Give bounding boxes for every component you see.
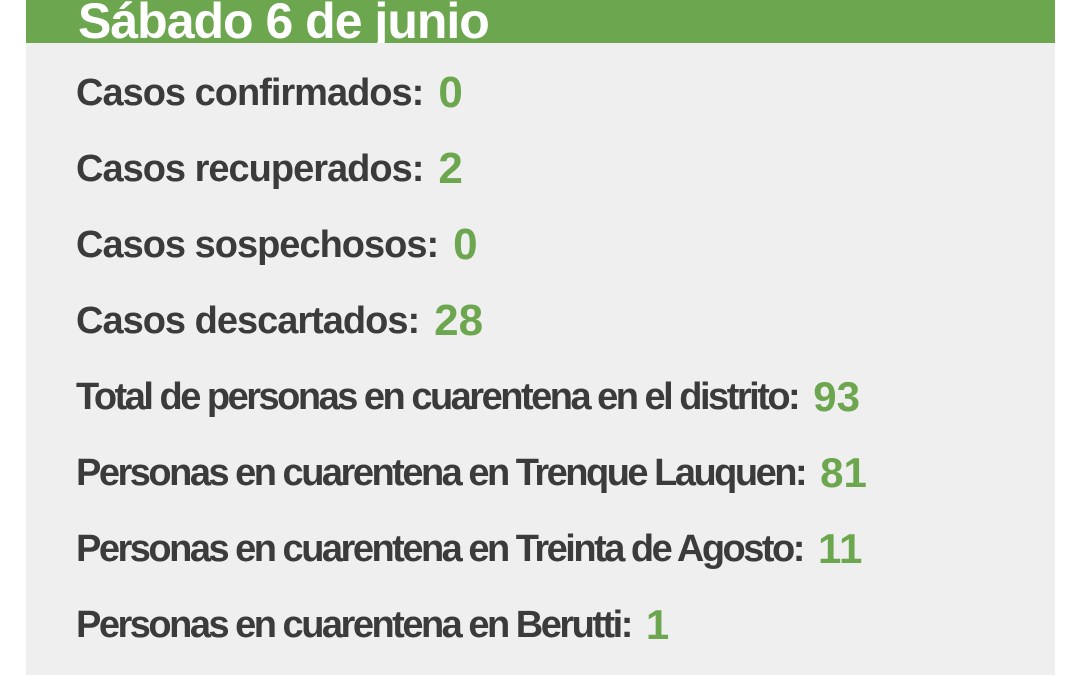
stat-row-cuarentena-berutti: Personas en cuarentena en Berutti: 1 bbox=[76, 587, 1055, 663]
stat-label: Casos recuperados: bbox=[76, 147, 424, 190]
stat-value: 11 bbox=[817, 525, 863, 572]
stat-label: Total de personas en cuarentena en el di… bbox=[76, 375, 801, 418]
stat-row-casos-confirmados: Casos confirmados: 0 bbox=[76, 55, 1055, 131]
stat-row-casos-descartados: Casos descartados: 28 bbox=[76, 283, 1055, 359]
stats-panel: Casos confirmados: 0 Casos recuperados: … bbox=[26, 43, 1055, 675]
stat-value: 0 bbox=[453, 220, 478, 269]
header-bar: Sábado 6 de junio bbox=[26, 0, 1055, 43]
stat-value: 81 bbox=[820, 449, 867, 496]
stat-value: 0 bbox=[438, 68, 463, 117]
stat-label: Casos descartados: bbox=[76, 299, 420, 342]
stat-row-casos-recuperados: Casos recuperados: 2 bbox=[76, 131, 1055, 207]
stat-value: 2 bbox=[438, 144, 463, 193]
stat-row-cuarentena-treinta-de-agosto: Personas en cuarentena en Treinta de Ago… bbox=[76, 511, 1055, 587]
stat-label: Personas en cuarentena en Treinta de Ago… bbox=[76, 527, 805, 570]
stat-row-total-cuarentena-distrito: Total de personas en cuarentena en el di… bbox=[76, 359, 1055, 435]
stat-label: Personas en cuarentena en Berutti: bbox=[76, 603, 633, 646]
stat-label: Personas en cuarentena en Trenque Lauque… bbox=[76, 451, 808, 494]
stat-row-cuarentena-trenque-lauquen: Personas en cuarentena en Trenque Lauque… bbox=[76, 435, 1055, 511]
report-date-title: Sábado 6 de junio bbox=[78, 0, 490, 43]
stat-value: 93 bbox=[813, 373, 860, 420]
stat-label: Casos sospechosos: bbox=[76, 223, 439, 266]
stat-value: 1 bbox=[645, 601, 670, 648]
stat-value: 28 bbox=[434, 296, 484, 345]
stat-label: Casos confirmados: bbox=[76, 71, 424, 114]
stat-row-casos-sospechosos: Casos sospechosos: 0 bbox=[76, 207, 1055, 283]
